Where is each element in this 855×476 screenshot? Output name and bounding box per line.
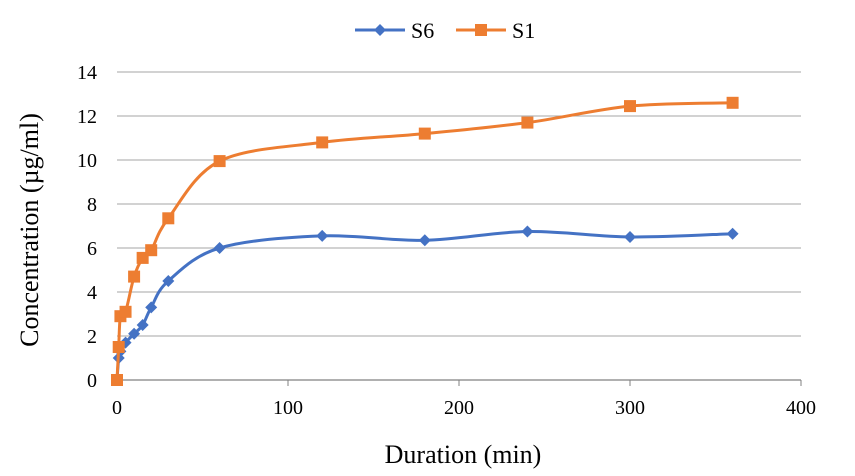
legend-item-s1: S1	[456, 18, 535, 43]
data-point-s6	[213, 242, 226, 254]
y-tick-label: 8	[87, 194, 97, 216]
data-point-s6	[726, 227, 739, 240]
y-tick-label: 6	[87, 238, 97, 260]
y-tick-label: 14	[77, 62, 97, 84]
x-tick-label: 300	[615, 397, 645, 419]
series-group	[111, 96, 739, 386]
axes: 0 100 200 300 400 0 2 4 6 8 10 12 14	[77, 62, 816, 419]
legend-label: S1	[512, 18, 535, 43]
data-point-s1	[316, 136, 329, 149]
series-s6	[111, 225, 739, 386]
data-point-s1	[475, 24, 487, 36]
data-point-s1	[128, 270, 141, 283]
data-point-s1	[119, 305, 132, 318]
y-tick-label: 12	[77, 106, 97, 128]
series-line-s6	[115, 229, 735, 382]
data-point-s6	[136, 319, 149, 331]
data-point-s6	[162, 275, 175, 287]
gridlines	[117, 71, 801, 337]
data-point-s1	[521, 116, 534, 129]
data-point-s6	[128, 327, 141, 340]
data-point-s6	[145, 301, 158, 314]
x-tick-label: 100	[273, 397, 303, 419]
data-point-s1	[624, 100, 636, 113]
data-point-s6	[624, 231, 636, 243]
y-tick-label: 0	[87, 370, 97, 392]
data-point-s1	[111, 374, 123, 386]
data-point-s6	[418, 234, 431, 247]
data-point-s6	[521, 225, 534, 238]
legend-item-s6: S6	[355, 18, 434, 43]
y-tick-label: 4	[87, 282, 97, 304]
y-axis-title: Concentration (µg/ml)	[15, 113, 44, 347]
data-point-s6	[316, 229, 329, 242]
data-point-s1	[112, 341, 125, 353]
data-point-s1	[418, 127, 431, 140]
data-point-s1	[726, 96, 739, 109]
data-point-s1	[162, 212, 175, 225]
x-tick-label: 400	[786, 397, 816, 419]
y-tick-label: 2	[87, 326, 97, 348]
legend: S6 S1	[355, 18, 535, 43]
data-point-s1	[145, 244, 158, 257]
series-s1	[111, 96, 739, 386]
legend-label: S6	[411, 18, 434, 43]
y-tick-label: 10	[77, 150, 97, 172]
x-tick-label: 0	[112, 397, 122, 419]
data-point-s1	[213, 155, 226, 168]
x-tick-label: 200	[444, 397, 474, 419]
data-point-s6	[374, 24, 386, 36]
x-axis-title: Duration (min)	[385, 440, 542, 469]
